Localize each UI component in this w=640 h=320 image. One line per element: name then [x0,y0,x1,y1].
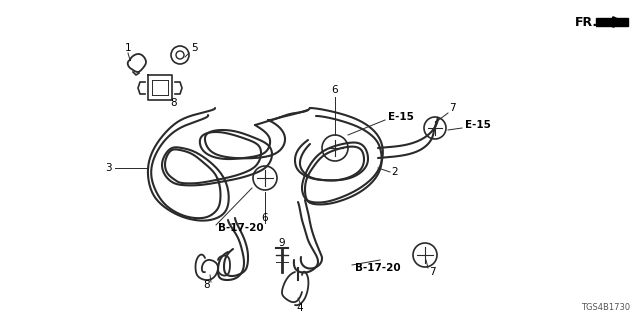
Text: 2: 2 [392,167,398,177]
Text: 5: 5 [191,43,197,53]
Text: 9: 9 [278,238,285,248]
Text: 1: 1 [125,43,131,53]
Text: 8: 8 [204,280,211,290]
Text: E-15: E-15 [388,112,414,122]
Text: 4: 4 [297,303,303,313]
Text: B-17-20: B-17-20 [355,263,401,273]
Text: B-17-20: B-17-20 [218,223,264,233]
Text: 7: 7 [449,103,455,113]
Text: E-15: E-15 [465,120,491,130]
Text: 7: 7 [429,267,435,277]
Text: 3: 3 [105,163,111,173]
Text: FR.: FR. [575,15,598,28]
Polygon shape [596,18,628,26]
Text: 6: 6 [262,213,268,223]
Text: 8: 8 [171,98,177,108]
Text: 6: 6 [332,85,339,95]
Text: TGS4B1730: TGS4B1730 [581,303,630,313]
